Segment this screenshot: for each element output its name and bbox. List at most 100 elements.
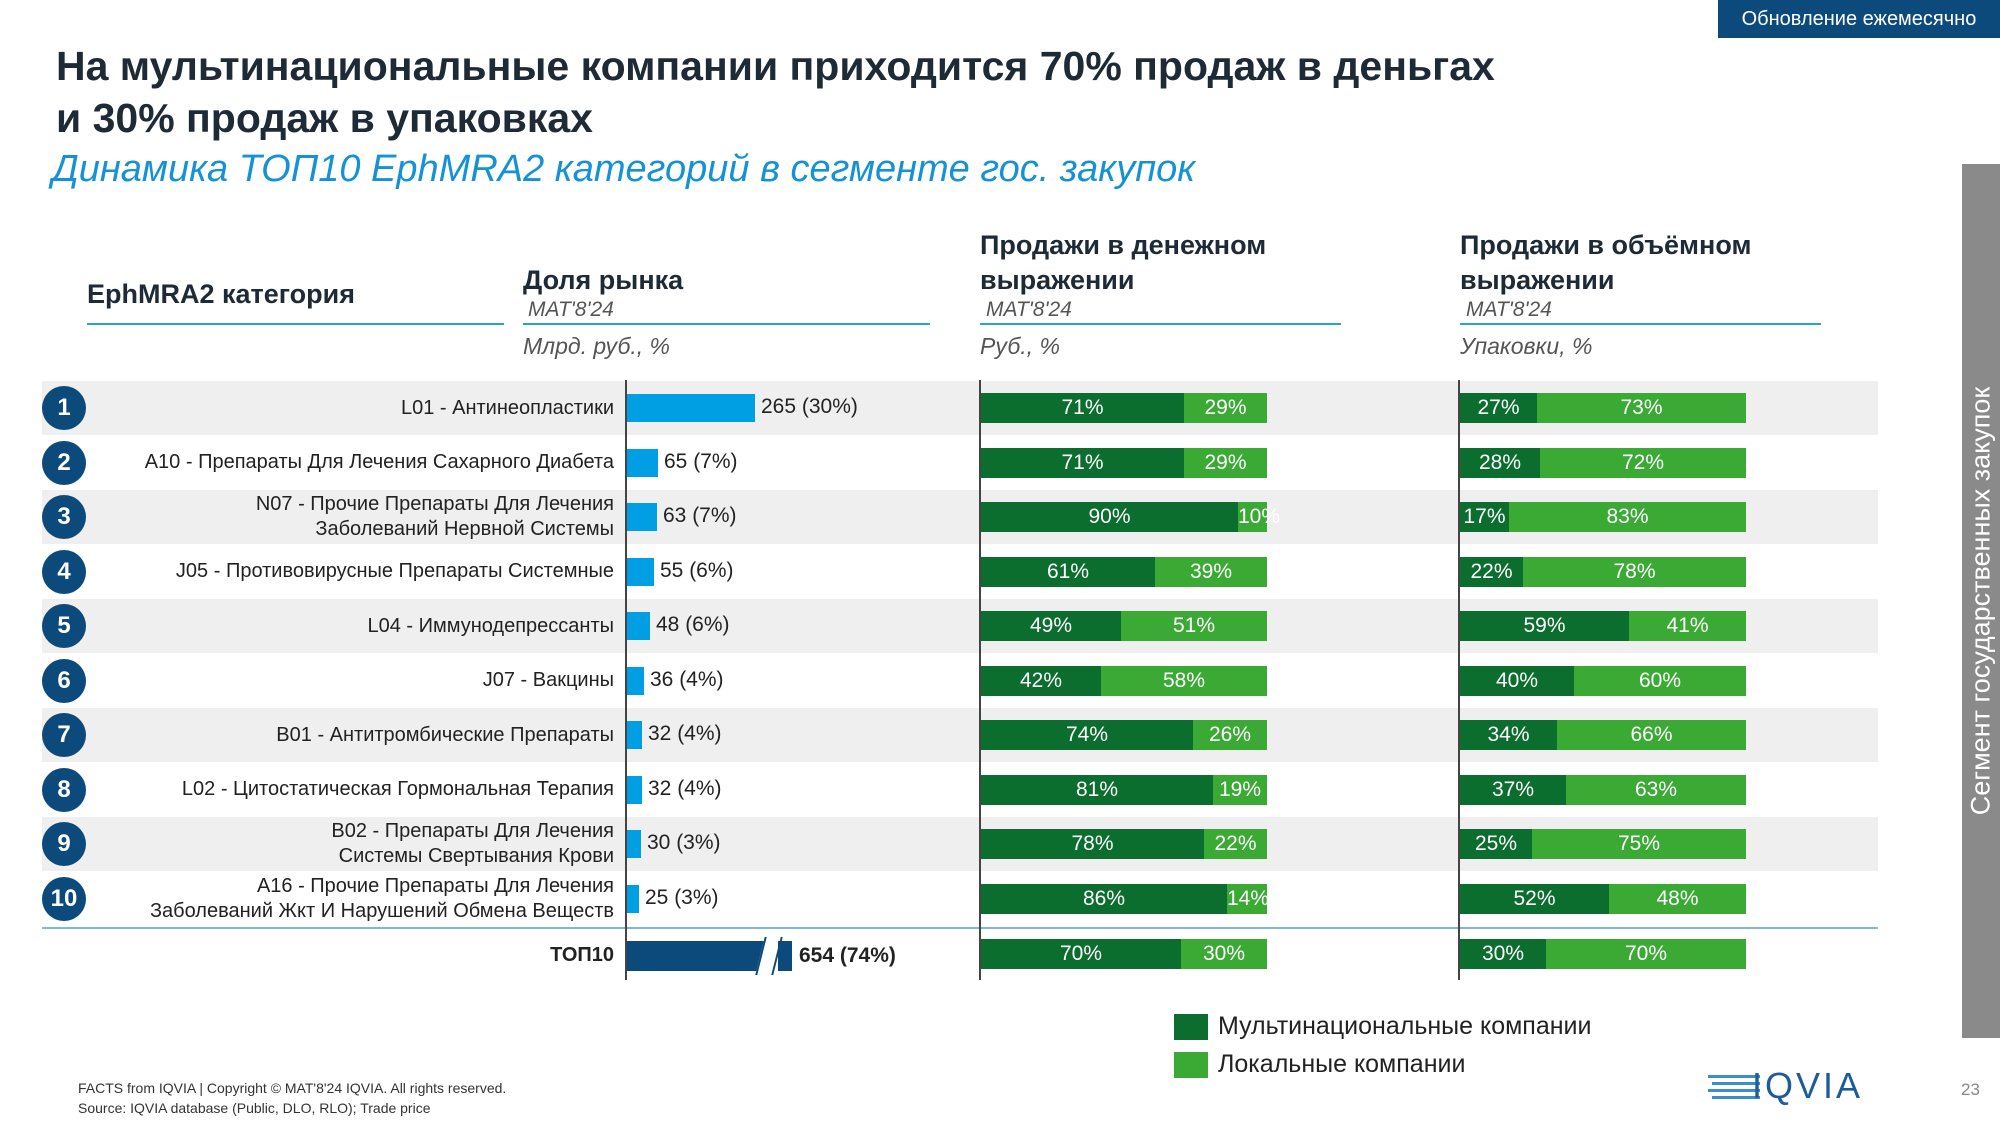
market-share-label: 30 (3%) xyxy=(647,831,721,854)
market-share-bar xyxy=(627,721,642,749)
rank-badge: 5 xyxy=(42,604,86,648)
volume-multinational-segment: 40% xyxy=(1460,665,1574,696)
market-share-bar xyxy=(627,666,644,695)
volume-period: MAT'8'24 xyxy=(1466,298,1552,321)
money-axis xyxy=(979,380,981,980)
money-multinational-segment: 78% xyxy=(981,829,1204,859)
volume-local-segment: 83% xyxy=(1509,502,1746,532)
legend-swatch-local xyxy=(1174,1052,1208,1078)
total-value-label: 654 (74%) xyxy=(799,944,896,967)
category-label: J05 - Противовирусные Препараты Системны… xyxy=(175,560,614,582)
money-multinational-segment: 42% xyxy=(981,665,1101,696)
volume-axis xyxy=(1458,380,1460,980)
category-label: N07 - Прочие Препараты Для Лечения Заболе… xyxy=(255,493,614,540)
money-local-segment: 58% xyxy=(1101,665,1267,696)
money-local-segment: 29% xyxy=(1184,393,1267,423)
market-share-bar xyxy=(627,775,642,804)
money-local-segment: 26% xyxy=(1193,720,1267,750)
rank-badge: 10 xyxy=(42,876,86,921)
money-multinational-segment: 81% xyxy=(981,774,1213,805)
total-volume-local-segment: 70% xyxy=(1546,939,1746,969)
volume-local-segment: 66% xyxy=(1557,720,1746,750)
market-share-bar xyxy=(627,884,639,913)
money-local-segment: 22% xyxy=(1204,829,1267,859)
market-share-axis xyxy=(625,380,627,980)
money-multinational-segment: 71% xyxy=(981,447,1184,478)
category-label: L02 - Цитостатическая Гормональная Терап… xyxy=(181,778,614,800)
market-share-label: 55 (6%) xyxy=(660,558,734,582)
money-period: MAT'8'24 xyxy=(986,298,1072,321)
volume-header: Продажи в объёмном выражении xyxy=(1460,228,1751,298)
volume-multinational-segment: 25% xyxy=(1460,829,1532,859)
money-header-rule xyxy=(980,323,1341,325)
category-label: L04 - Иммунодепрессанты xyxy=(367,614,614,637)
volume-local-segment: 41% xyxy=(1629,611,1746,641)
money-unit: Руб., % xyxy=(980,333,1060,359)
volume-local-segment: 60% xyxy=(1574,665,1746,696)
volume-multinational-segment: 59% xyxy=(1460,611,1629,641)
rank-badge: 4 xyxy=(42,549,86,594)
category-label: B02 - Препараты Для Лечения Системы Сверт… xyxy=(331,820,614,867)
volume-multinational-segment: 28% xyxy=(1460,447,1540,478)
volume-unit: Упаковки, % xyxy=(1460,333,1593,359)
rank-badge: 6 xyxy=(42,658,86,703)
page-number: 23 xyxy=(1961,1080,1980,1099)
page-title: На мультинациональные компании приходитс… xyxy=(56,40,1495,144)
money-multinational-segment: 86% xyxy=(981,883,1227,914)
category-label: A16 - Прочие Препараты Для Лечения Заболе… xyxy=(149,874,614,922)
market-share-bar xyxy=(627,830,641,858)
money-local-segment: 14% xyxy=(1227,883,1269,914)
market-share-label: 25 (3%) xyxy=(645,885,719,909)
market-share-bar xyxy=(627,503,657,531)
category-label: J07 - Вакцины xyxy=(482,669,614,691)
legend-swatch-multinational xyxy=(1174,1014,1208,1040)
money-multinational-segment: 74% xyxy=(981,720,1193,750)
market-share-header-rule xyxy=(523,323,930,325)
volume-header-line-2: выражении xyxy=(1460,265,1615,295)
money-header-line-1: Продажи в денежном xyxy=(980,230,1267,260)
market-share-label: 63 (7%) xyxy=(663,504,737,527)
money-local-segment: 10% xyxy=(1238,502,1280,532)
volume-header-line-1: Продажи в объёмном xyxy=(1460,230,1752,260)
side-panel: Сегмент государственных закупок xyxy=(1962,164,2000,1038)
volume-local-segment: 78% xyxy=(1523,556,1746,587)
category-label: L01 - Антинеопластики xyxy=(400,396,614,419)
volume-local-segment: 75% xyxy=(1532,829,1746,859)
volume-multinational-segment: 17% xyxy=(1460,502,1509,532)
side-panel-label: Сегмент государственных закупок xyxy=(1965,386,1996,816)
category-label: A10 - Препараты Для Лечения Сахарного Ди… xyxy=(144,451,614,473)
volume-local-segment: 63% xyxy=(1566,774,1746,805)
volume-local-segment: 73% xyxy=(1537,393,1746,423)
title-line-2: и 30% продаж в упаковках xyxy=(56,95,593,141)
rank-badge: 9 xyxy=(42,822,86,866)
total-bar-tail xyxy=(778,941,792,971)
update-badge: Обновление ежемесячно xyxy=(1718,0,2000,38)
volume-multinational-segment: 34% xyxy=(1460,720,1557,750)
market-share-period: MAT'8'24 xyxy=(528,298,614,321)
total-separator xyxy=(42,927,1878,929)
copyright-note: FACTS from IQVIA | Copyright © MAT'8'24 … xyxy=(78,1080,507,1096)
iqvia-logo-text: IQVIA xyxy=(1752,1065,1864,1106)
market-share-label: 32 (4%) xyxy=(648,722,722,745)
money-local-segment: 51% xyxy=(1121,611,1267,641)
total-bar xyxy=(627,941,772,971)
market-share-bar xyxy=(627,448,658,477)
market-share-label: 32 (4%) xyxy=(648,776,722,800)
market-share-label: 65 (7%) xyxy=(664,449,738,473)
volume-multinational-segment: 52% xyxy=(1460,883,1609,914)
volume-multinational-segment: 27% xyxy=(1460,393,1537,423)
legend-label-multinational: Мультинациональные компании xyxy=(1218,1012,1592,1040)
volume-local-segment: 72% xyxy=(1540,447,1746,478)
money-local-segment: 29% xyxy=(1184,447,1267,478)
total-volume-multinational-segment: 30% xyxy=(1460,939,1546,969)
title-line-1: На мультинациональные компании приходитс… xyxy=(56,43,1495,89)
category-column-header: EphMRA2 категория xyxy=(87,279,355,309)
money-multinational-segment: 61% xyxy=(981,556,1155,587)
source-note: Source: IQVIA database (Public, DLO, RLO… xyxy=(78,1100,431,1116)
market-share-label: 265 (30%) xyxy=(761,395,858,418)
money-local-segment: 39% xyxy=(1155,556,1267,587)
volume-multinational-segment: 22% xyxy=(1460,556,1523,587)
iqvia-logo: IQVIA xyxy=(1708,1065,1888,1110)
iqvia-logo-mark xyxy=(1708,1075,1760,1099)
legend-label-local: Локальные компании xyxy=(1218,1050,1466,1078)
